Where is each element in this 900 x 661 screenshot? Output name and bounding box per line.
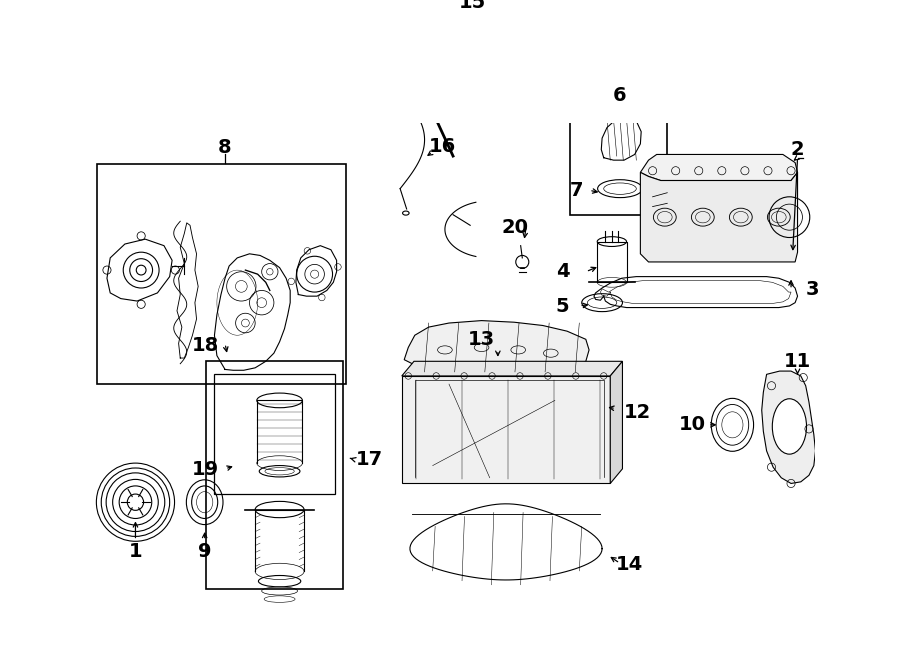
Text: 18: 18 <box>192 336 220 354</box>
Text: 10: 10 <box>679 415 706 434</box>
Polygon shape <box>761 371 815 483</box>
Text: 9: 9 <box>198 541 212 561</box>
Bar <box>97 164 346 384</box>
Bar <box>214 373 335 494</box>
Text: 2: 2 <box>791 140 805 159</box>
Text: 14: 14 <box>616 555 644 574</box>
Polygon shape <box>641 173 797 262</box>
Bar <box>206 362 343 590</box>
Polygon shape <box>404 321 590 376</box>
Bar <box>570 100 667 215</box>
Text: 6: 6 <box>613 85 626 104</box>
Text: 4: 4 <box>556 262 570 281</box>
Text: 3: 3 <box>806 280 819 299</box>
Ellipse shape <box>772 399 806 454</box>
Text: 11: 11 <box>784 352 811 371</box>
Text: 19: 19 <box>193 460 220 479</box>
Text: 15: 15 <box>459 0 486 13</box>
Text: 12: 12 <box>624 403 652 422</box>
Text: 1: 1 <box>129 541 142 561</box>
Polygon shape <box>401 376 610 483</box>
Text: 17: 17 <box>356 449 382 469</box>
Text: 16: 16 <box>428 137 456 156</box>
Text: 20: 20 <box>502 218 529 237</box>
Polygon shape <box>401 362 623 376</box>
Polygon shape <box>610 362 623 483</box>
Text: 5: 5 <box>556 297 570 316</box>
Text: 8: 8 <box>218 138 232 157</box>
Polygon shape <box>641 155 797 180</box>
Text: 13: 13 <box>468 330 495 349</box>
Text: 7: 7 <box>570 181 583 200</box>
